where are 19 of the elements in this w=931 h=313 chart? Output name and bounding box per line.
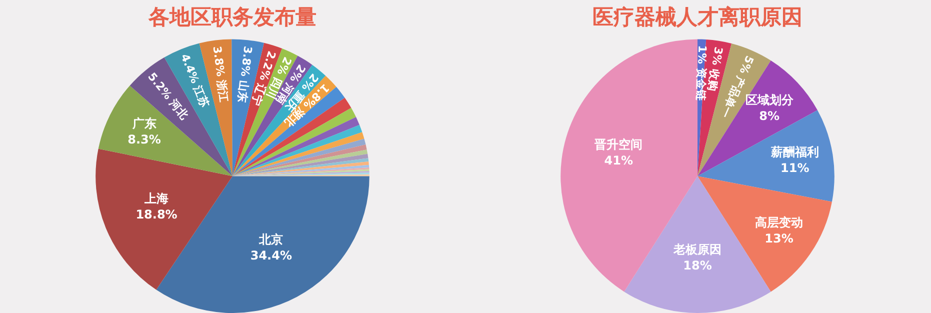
data-label: 18%: [683, 258, 712, 272]
slice-label: 薪酬福利: [770, 144, 819, 159]
data-label: 41%: [604, 153, 633, 168]
slice-label: 老板原因: [672, 242, 722, 256]
slice-label: 广东: [131, 116, 156, 130]
slice-label: 上海: [144, 191, 169, 206]
slice-label: 北京: [258, 232, 284, 247]
slice-label: 区域划分: [745, 92, 794, 107]
slice-label: 高层变动: [755, 216, 804, 230]
data-label: 8%: [759, 108, 780, 123]
data-label: 11%: [780, 160, 810, 175]
data-label: 8.3%: [128, 132, 161, 146]
chart-title: 各地区职务发布量: [148, 5, 316, 30]
data-label: 34.4%: [250, 248, 292, 263]
data-label: 18.8%: [136, 207, 178, 222]
slice-label: 晋升空间: [594, 137, 643, 152]
slice-label: 3.8% 浙江: [210, 45, 230, 103]
chart-title: 医疗器械人才离职原因: [592, 5, 802, 30]
data-label: 13%: [764, 232, 794, 246]
